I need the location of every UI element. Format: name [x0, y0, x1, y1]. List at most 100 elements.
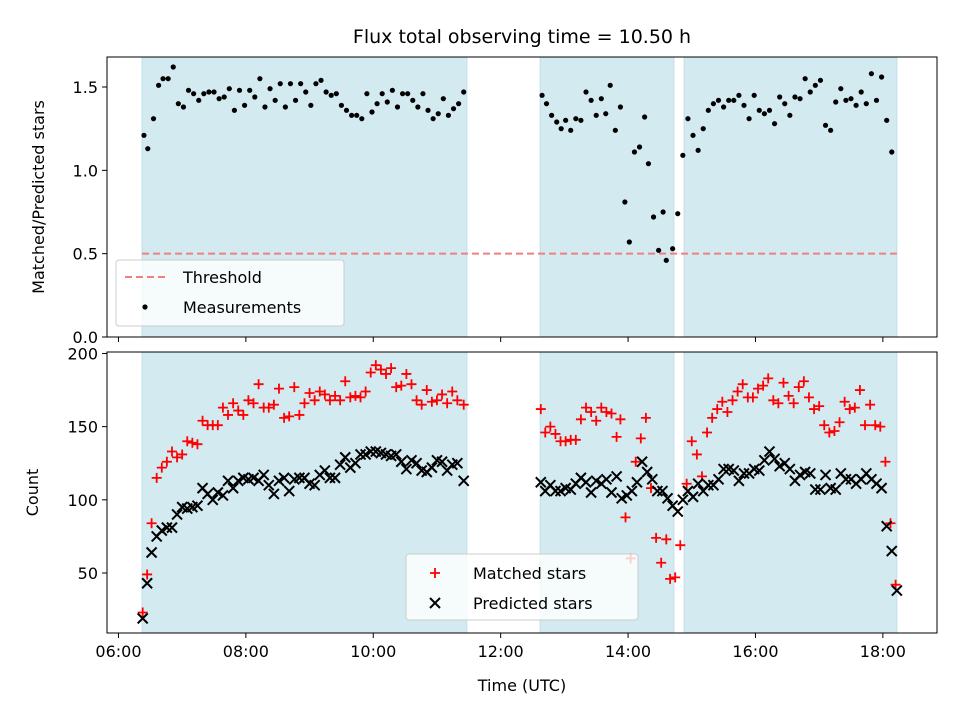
predicted-star-point — [687, 491, 699, 503]
measurement-point — [736, 92, 742, 98]
observing-window-2 — [539, 56, 675, 338]
matched-star-point — [601, 407, 612, 418]
count-legend: Matched stars Predicted stars — [405, 553, 639, 621]
predicted-star-point — [880, 520, 893, 532]
predicted-star-point — [308, 479, 321, 491]
measurement-point — [660, 209, 666, 215]
measurement-point — [670, 246, 676, 252]
matched-star-point — [166, 446, 177, 457]
predicted-star-point — [458, 475, 470, 487]
measurement-point — [690, 132, 696, 138]
legend-predicted-label: Predicted stars — [473, 594, 593, 613]
matched-star-point — [824, 427, 835, 438]
measurement-point — [155, 82, 162, 88]
matched-star-point — [391, 382, 402, 393]
matched-star-point — [656, 557, 667, 568]
matched-star-point — [793, 382, 804, 393]
measurement-point — [231, 107, 237, 113]
matched-star-point — [788, 398, 799, 409]
measurement-point — [838, 86, 844, 92]
measurement-point — [394, 104, 401, 110]
ratio-y-axis-label: Matched/Predicted stars — [29, 100, 48, 294]
matched-star-point — [319, 389, 330, 400]
x-tick-label: 16:00 — [732, 642, 778, 661]
measurement-point — [558, 126, 564, 132]
measurement-point — [374, 101, 380, 107]
predicted-star-point — [830, 483, 842, 496]
matched-stars-points — [137, 360, 901, 618]
measurement-point — [700, 126, 706, 132]
matched-star-point — [365, 367, 376, 378]
measurement-point — [843, 97, 849, 103]
predicted-star-point — [677, 494, 689, 506]
measurement-point — [216, 96, 222, 102]
measurement-point — [645, 161, 652, 167]
predicted-star-point — [651, 485, 664, 497]
measurement-point — [333, 91, 339, 97]
matched-star-point — [875, 421, 886, 432]
predicted-star-point — [222, 475, 234, 487]
measurement-point — [328, 92, 334, 98]
matched-star-point — [727, 395, 738, 406]
matched-star-point — [304, 387, 315, 398]
measurement-point — [622, 199, 628, 205]
measurement-point — [812, 82, 818, 88]
measurement-point — [612, 127, 618, 133]
matched-star-point — [586, 407, 597, 418]
predicted-star-point — [410, 457, 423, 469]
matched-star-point — [187, 437, 198, 448]
predicted-stars-points — [136, 445, 903, 625]
measurement-point — [262, 104, 268, 110]
matched-star-point — [870, 420, 881, 431]
measurement-point — [731, 97, 737, 103]
predicted-star-point — [319, 464, 331, 477]
matched-star-point — [865, 399, 876, 410]
predicted-star-point — [702, 479, 715, 491]
measurement-point — [425, 107, 431, 113]
measurement-point — [191, 91, 197, 97]
x-tick-label: 08:00 — [223, 642, 269, 661]
measurement-point — [359, 116, 365, 122]
legend-predicted-swatch — [429, 597, 441, 609]
matched-star-point — [686, 436, 697, 447]
matched-star-point — [452, 395, 463, 406]
measurement-point — [607, 82, 613, 88]
matched-star-point — [437, 389, 448, 400]
measurement-point — [554, 119, 560, 125]
predicted-star-point — [641, 466, 653, 478]
predicted-star-point — [535, 476, 547, 488]
predicted-star-point — [758, 454, 771, 467]
measurement-point — [756, 107, 762, 113]
measurement-point — [663, 257, 669, 263]
matched-star-point — [550, 428, 561, 439]
predicted-star-point — [400, 463, 413, 475]
matched-star-point — [177, 449, 188, 460]
measurement-point — [405, 91, 411, 97]
ratio-legend-box — [115, 259, 345, 327]
predicted-star-point — [784, 463, 796, 475]
predicted-star-point — [712, 473, 725, 486]
predicted-star-point — [636, 456, 648, 468]
matched-star-point — [360, 386, 371, 397]
predicted-star-point — [580, 476, 592, 488]
matched-star-point — [635, 433, 646, 444]
measurement-point — [430, 116, 436, 122]
matched-star-point — [381, 368, 392, 379]
predicted-star-point — [646, 473, 658, 486]
matched-star-point — [314, 386, 325, 397]
x-tick-label: 06:00 — [95, 642, 141, 661]
predicted-star-point — [610, 470, 623, 483]
predicted-star-point — [804, 467, 816, 480]
matched-star-point — [611, 431, 622, 442]
matched-star-point — [370, 360, 381, 371]
predicted-star-point — [171, 508, 183, 521]
measurement-point — [201, 91, 207, 97]
x-tick-label: 14:00 — [605, 642, 651, 661]
predicted-star-point — [161, 521, 173, 534]
matched-star-point — [396, 380, 407, 391]
measurement-point — [211, 89, 217, 95]
measurement-point — [822, 122, 829, 128]
matched-star-point — [732, 386, 743, 397]
predicted-star-point — [268, 488, 280, 500]
measurement-point — [165, 76, 171, 82]
